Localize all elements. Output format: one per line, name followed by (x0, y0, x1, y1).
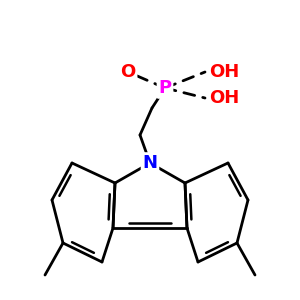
Text: N: N (142, 154, 158, 172)
Text: OH: OH (209, 89, 239, 107)
Text: O: O (120, 63, 136, 81)
Text: P: P (158, 79, 172, 97)
Text: OH: OH (209, 63, 239, 81)
